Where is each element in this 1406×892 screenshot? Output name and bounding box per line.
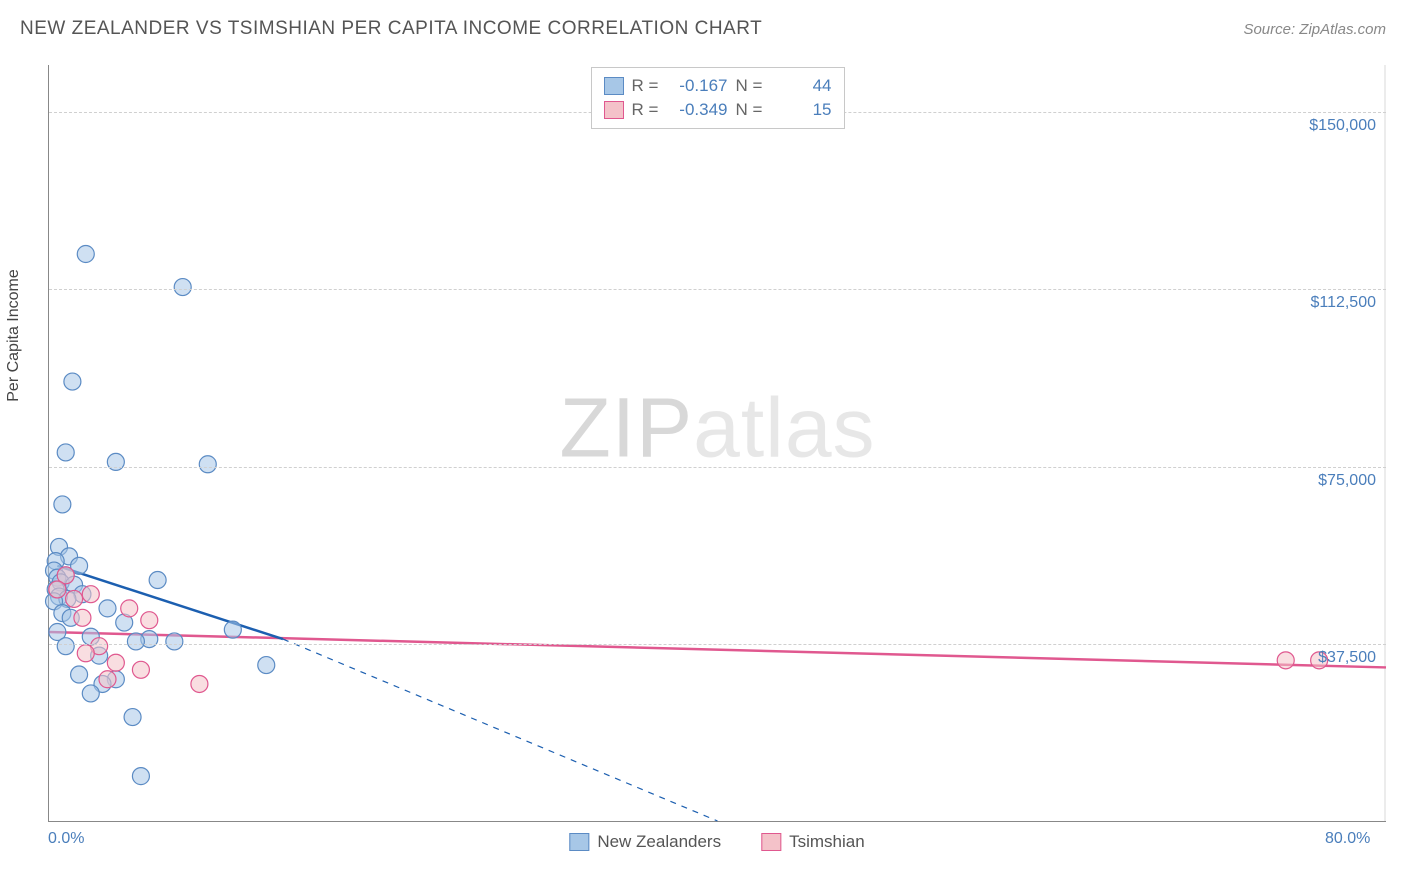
data-point <box>132 768 149 785</box>
x-tick-label: 80.0% <box>1325 830 1370 848</box>
data-point <box>166 633 183 650</box>
legend-row: R = -0.349 N = 15 <box>604 98 832 122</box>
r-value-2: -0.349 <box>668 100 728 120</box>
data-point <box>107 654 124 671</box>
legend-row: R = -0.167 N = 44 <box>604 74 832 98</box>
correlation-legend: R = -0.167 N = 44 R = -0.349 N = 15 <box>591 67 845 129</box>
n-value-2: 15 <box>772 100 832 120</box>
r-label: R = <box>632 100 660 120</box>
n-label: N = <box>736 100 764 120</box>
data-point <box>1277 652 1294 669</box>
series-legend: New Zealanders Tsimshian <box>569 832 864 852</box>
data-point <box>74 609 91 626</box>
data-point <box>107 453 124 470</box>
n-value-1: 44 <box>772 76 832 96</box>
data-point <box>77 645 94 662</box>
data-point <box>174 279 191 296</box>
series-2-name: Tsimshian <box>789 832 865 852</box>
gridline <box>49 467 1386 468</box>
r-value-1: -0.167 <box>668 76 728 96</box>
data-point <box>124 709 141 726</box>
chart-title: NEW ZEALANDER VS TSIMSHIAN PER CAPITA IN… <box>20 18 762 40</box>
data-point <box>127 633 144 650</box>
chart-header: NEW ZEALANDER VS TSIMSHIAN PER CAPITA IN… <box>20 18 1386 40</box>
data-point <box>224 621 241 638</box>
data-point <box>141 612 158 629</box>
y-axis-label: Per Capita Income <box>5 269 23 402</box>
y-tick-label: $37,500 <box>1318 649 1376 667</box>
r-label: R = <box>632 76 660 96</box>
data-point <box>66 590 83 607</box>
swatch-series-1 <box>604 77 624 95</box>
swatch-series-1b <box>569 833 589 851</box>
series-1-name: New Zealanders <box>597 832 721 852</box>
plot-area: ZIPatlas R = -0.167 N = 44 R = -0.349 N … <box>48 65 1386 822</box>
trend-line-dashed <box>283 639 718 821</box>
data-point <box>57 444 74 461</box>
chart-container: Per Capita Income ZIPatlas R = -0.167 N … <box>48 55 1386 862</box>
data-point <box>191 675 208 692</box>
y-tick-label: $75,000 <box>1318 472 1376 490</box>
data-point <box>99 600 116 617</box>
data-point <box>132 661 149 678</box>
gridline <box>49 289 1386 290</box>
y-tick-label: $150,000 <box>1309 117 1376 135</box>
data-point <box>54 496 71 513</box>
trend-line <box>49 632 1386 667</box>
n-label: N = <box>736 76 764 96</box>
data-point <box>149 572 166 589</box>
swatch-series-2 <box>604 101 624 119</box>
legend-item: New Zealanders <box>569 832 721 852</box>
plot-svg <box>49 65 1386 821</box>
y-tick-label: $112,500 <box>1310 294 1376 312</box>
legend-item: Tsimshian <box>761 832 865 852</box>
data-point <box>258 657 275 674</box>
data-point <box>199 456 216 473</box>
data-point <box>121 600 138 617</box>
swatch-series-2b <box>761 833 781 851</box>
data-point <box>77 246 94 263</box>
data-point <box>57 638 74 655</box>
x-tick-label: 0.0% <box>48 830 84 848</box>
data-point <box>71 666 88 683</box>
data-point <box>99 671 116 688</box>
data-point <box>64 373 81 390</box>
data-point <box>82 586 99 603</box>
gridline <box>49 644 1386 645</box>
data-point <box>82 685 99 702</box>
source-label: Source: ZipAtlas.com <box>1243 21 1386 38</box>
data-point <box>49 581 66 598</box>
